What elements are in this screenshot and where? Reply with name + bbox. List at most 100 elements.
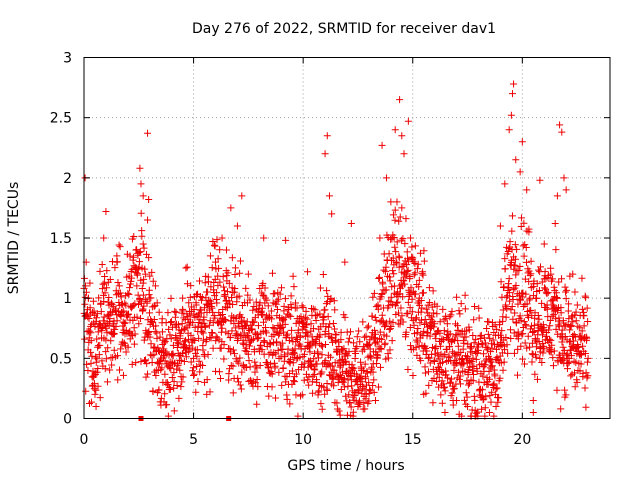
data-point [344,338,352,346]
data-point [213,299,221,307]
data-point [395,309,403,317]
data-point [385,250,393,258]
data-point [564,307,572,315]
data-point [244,332,252,340]
data-point [562,391,570,399]
data-point [229,389,237,397]
data-point [208,329,216,337]
data-point [408,243,416,251]
data-point [272,300,280,308]
data-point [341,357,349,365]
x-axis-label: GPS time / hours [287,458,404,474]
data-point [438,335,446,343]
data-point [103,378,111,386]
data-point [535,287,543,295]
data-point [220,355,228,363]
data-point [553,305,561,313]
data-point [483,325,491,333]
data-point [91,322,99,330]
data-point [413,329,421,337]
data-point [199,362,207,370]
data-point [213,334,221,342]
data-point [390,233,398,241]
data-point [583,358,591,366]
data-point [235,378,243,386]
data-point [163,401,171,409]
data-point [118,308,126,316]
data-point [523,300,531,308]
data-point [271,362,279,370]
data-point [190,305,198,313]
data-point [309,325,317,333]
data-point [425,381,433,389]
data-point [254,330,262,338]
data-point [438,368,446,376]
data-point [441,383,449,391]
data-point [198,328,206,336]
data-point [533,375,541,383]
data-point [369,381,377,389]
data-point [393,198,401,206]
data-point [226,365,234,373]
data-point [492,402,500,410]
data-point [121,319,129,327]
data-point [386,346,394,354]
data-point [207,334,215,342]
data-point [105,294,113,302]
data-point [248,325,256,333]
data-point [406,304,414,312]
data-point [487,358,495,366]
data-point [304,268,312,276]
data-point [496,318,504,326]
data-point [539,327,547,335]
data-point [362,373,370,381]
data-point [518,293,526,301]
data-point [350,364,358,372]
data-point [154,344,162,352]
data-point [193,313,201,321]
data-point [521,241,529,249]
data-point [180,358,188,366]
data-point [257,341,265,349]
data-point [225,370,233,378]
data-point [175,394,183,402]
data-point [330,382,338,390]
data-point [552,315,560,323]
data-point [520,252,528,260]
data-point [277,325,285,333]
data-point [194,377,202,385]
data-point [529,408,537,416]
data-point [571,311,579,319]
data-point [186,293,194,301]
data-point [349,408,357,416]
data-point [389,254,397,262]
data-point [414,338,422,346]
data-point [158,315,166,323]
data-point [446,330,454,338]
data-point [156,358,164,366]
data-point [298,302,306,310]
data-point [561,333,569,341]
data-point [437,342,445,350]
data-point [129,316,137,324]
data-point [331,306,339,314]
data-point [583,304,591,312]
data-point [160,352,168,360]
data-point [225,376,233,384]
data-point [538,299,546,307]
data-point [297,313,305,321]
data-point [507,111,515,119]
data-point [231,271,239,279]
data-point [145,327,153,335]
data-point [414,325,422,333]
data-point [167,294,175,302]
data-point [91,390,99,398]
data-point [482,393,490,401]
data-point [354,402,362,410]
data-point [448,337,456,345]
data-point [196,368,204,376]
data-point [517,316,525,324]
data-point [97,299,105,307]
data-point [344,352,352,360]
data-point [234,374,242,382]
